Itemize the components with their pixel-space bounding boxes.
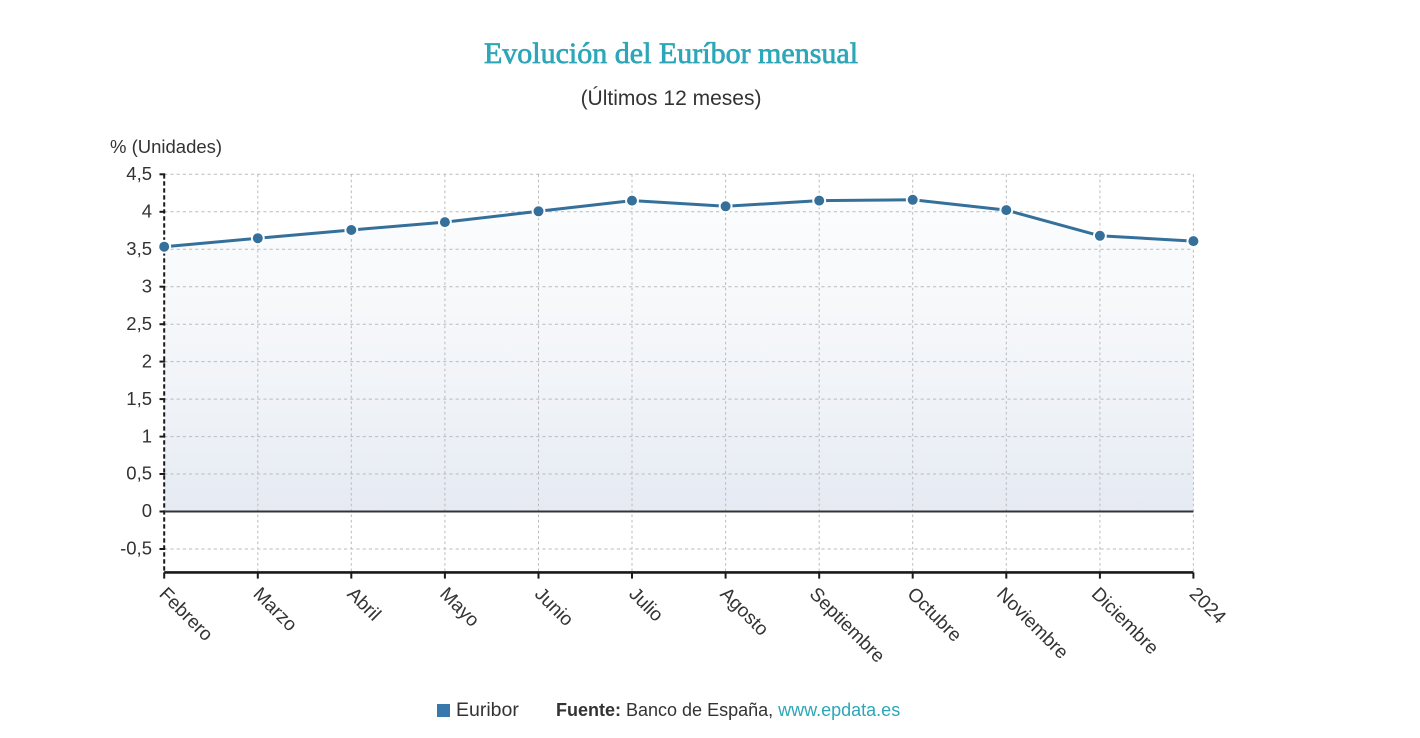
svg-text:Euribor: Euribor — [456, 699, 519, 721]
svg-text:Fuente: Banco de España, www.e: Fuente: Banco de España, www.epdata.es — [556, 700, 900, 720]
svg-text:0,5: 0,5 — [126, 463, 152, 484]
svg-text:(Últimos 12 meses): (Últimos 12 meses) — [581, 87, 762, 110]
svg-text:-0,5: -0,5 — [120, 538, 152, 559]
svg-text:1,5: 1,5 — [126, 388, 152, 409]
svg-text:Evolución del Euríbor mensual: Evolución del Euríbor mensual — [484, 37, 858, 70]
svg-text:3,5: 3,5 — [126, 238, 152, 259]
svg-text:2: 2 — [142, 350, 152, 371]
svg-text:1: 1 — [142, 425, 152, 446]
svg-text:0: 0 — [142, 500, 152, 521]
svg-text:2,5: 2,5 — [126, 313, 152, 334]
svg-text:4: 4 — [142, 201, 152, 222]
svg-text:3: 3 — [142, 275, 152, 296]
svg-text:4,5: 4,5 — [126, 163, 152, 184]
svg-text:% (Unidades): % (Unidades) — [110, 136, 222, 157]
